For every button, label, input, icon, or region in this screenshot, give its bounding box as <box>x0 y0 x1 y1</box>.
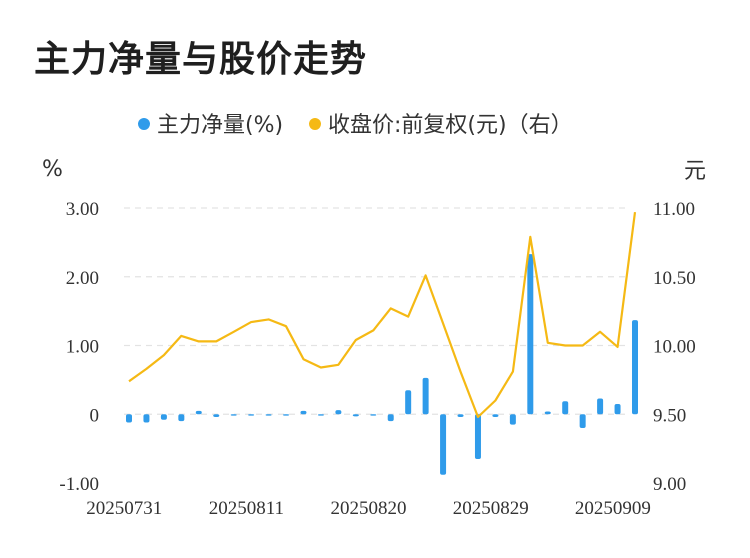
right-tick-label: 11.00 <box>653 199 695 220</box>
bar-mark <box>283 414 290 416</box>
bar-mark <box>387 414 394 422</box>
price-line <box>128 211 637 419</box>
legend-marker-bar <box>138 118 150 130</box>
bar-series <box>126 254 638 475</box>
legend-marker-line <box>309 118 321 130</box>
bar-mark <box>352 414 359 417</box>
bar-mark <box>579 414 586 428</box>
bar-mark <box>527 254 534 415</box>
bar-mark <box>457 414 464 417</box>
right-tick-label: 10.00 <box>653 337 696 358</box>
bar-mark <box>300 410 307 415</box>
bar-mark <box>632 320 638 415</box>
bar-mark <box>405 390 412 415</box>
left-axis-unit: % <box>42 157 63 182</box>
left-tick-label: -1.00 <box>59 474 99 495</box>
x-tick-label: 20250811 <box>209 498 284 519</box>
bar-mark <box>160 414 167 420</box>
bar-mark <box>248 414 255 416</box>
bar-mark <box>143 414 150 423</box>
bar-mark <box>230 414 237 416</box>
left-tick-label: 0 <box>90 405 100 426</box>
bar-mark <box>509 414 516 425</box>
bar-mark <box>213 414 220 417</box>
bar-mark <box>317 414 324 416</box>
x-tick-label: 20250731 <box>86 498 162 519</box>
gridlines <box>124 207 630 415</box>
bar-mark <box>370 414 377 416</box>
left-tick-label: 1.00 <box>66 337 99 358</box>
bar-mark <box>614 403 621 415</box>
x-tick-label: 20250909 <box>575 498 651 519</box>
bar-mark <box>126 414 132 423</box>
bar-mark <box>265 414 272 416</box>
bar-mark <box>195 410 202 415</box>
bar-mark <box>544 411 551 415</box>
tick-labels: 3.00 11.00 2.00 10.50 1.00 10.00 0 9.50 -1.00 9.0… <box>59 199 695 519</box>
bar-mark <box>440 414 447 475</box>
left-tick-label: 2.00 <box>66 268 99 289</box>
chart-title: 主力净量与股价走势 <box>34 39 368 80</box>
bar-mark <box>562 401 569 415</box>
bar-mark <box>335 410 342 415</box>
legend-label-bar: 主力净量(%) <box>157 113 283 138</box>
bar-mark <box>422 377 429 415</box>
legend-label-line: 收盘价:前复权(元)（右） <box>328 113 573 138</box>
left-tick-label: 3.00 <box>66 199 99 220</box>
right-tick-label: 10.50 <box>653 268 696 289</box>
bar-mark <box>597 398 604 415</box>
line-series <box>128 211 637 419</box>
x-tick-label: 20250829 <box>453 498 529 519</box>
x-tick-label: 20250820 <box>331 498 407 519</box>
bar-mark <box>474 414 481 459</box>
right-tick-label: 9.00 <box>653 474 686 495</box>
bar-mark <box>492 414 499 417</box>
bar-mark <box>178 414 185 422</box>
right-axis-unit: 元 <box>684 159 706 184</box>
right-tick-label: 9.50 <box>653 405 686 426</box>
